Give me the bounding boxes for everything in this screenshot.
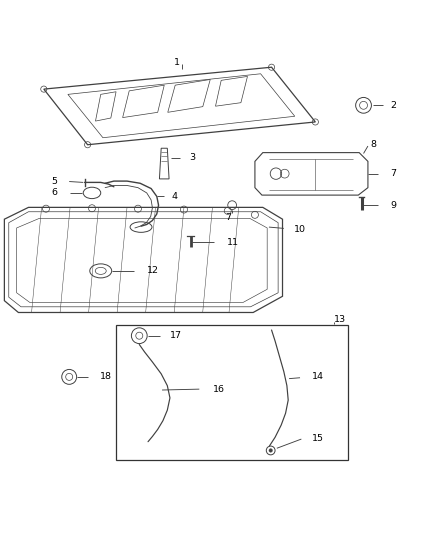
Text: 4: 4 (172, 192, 178, 201)
Text: 1: 1 (174, 58, 180, 67)
Circle shape (269, 449, 272, 452)
Text: 9: 9 (391, 201, 397, 209)
Bar (116, 325, 348, 460)
Text: 6: 6 (52, 189, 58, 197)
Text: 15: 15 (312, 434, 324, 443)
Text: 11: 11 (227, 238, 239, 247)
Text: 8: 8 (370, 140, 376, 149)
Text: 7: 7 (225, 213, 231, 222)
Text: 5: 5 (52, 177, 58, 186)
Text: 12: 12 (147, 266, 159, 276)
Text: 13: 13 (334, 316, 346, 325)
Text: 7: 7 (391, 169, 397, 178)
Text: 18: 18 (100, 373, 112, 382)
Text: 3: 3 (189, 154, 195, 163)
Text: 10: 10 (294, 225, 306, 234)
Text: 2: 2 (391, 101, 397, 110)
Text: 17: 17 (170, 331, 182, 340)
Text: 16: 16 (212, 385, 224, 394)
Text: 14: 14 (312, 373, 324, 382)
